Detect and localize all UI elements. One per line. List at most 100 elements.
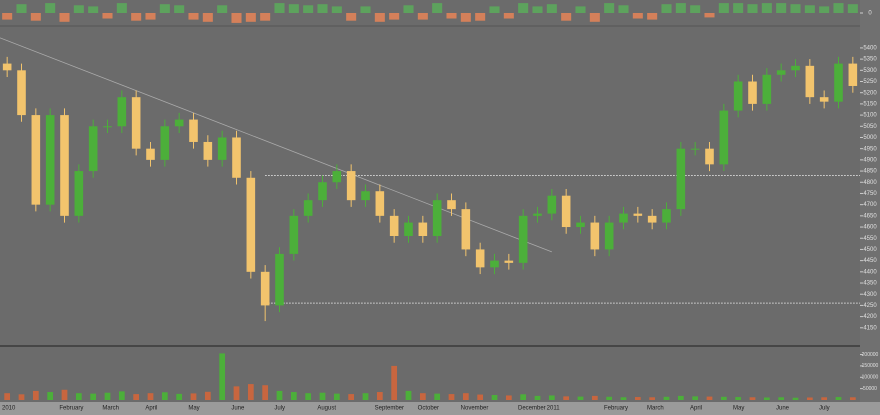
x-tick-label: November bbox=[461, 406, 489, 412]
indicator-bar bbox=[632, 13, 643, 19]
indicator-bar bbox=[704, 13, 715, 18]
volume-bar bbox=[247, 384, 254, 400]
indicator-bar bbox=[518, 3, 529, 13]
candle-body bbox=[2, 63, 12, 71]
volume-bar bbox=[133, 394, 140, 400]
volume-bar bbox=[849, 397, 856, 400]
volume-bar bbox=[32, 390, 39, 400]
indicator-bar bbox=[59, 13, 70, 22]
volume-bar bbox=[835, 397, 842, 400]
candle-body bbox=[776, 70, 786, 75]
y-tick-label: 200000 bbox=[862, 352, 879, 358]
volume-bar bbox=[448, 394, 455, 400]
candle-body bbox=[461, 209, 471, 250]
volume-bar bbox=[4, 393, 11, 400]
y-tick-label: 4200 bbox=[863, 314, 877, 320]
y-tick-label: 5300 bbox=[863, 68, 877, 74]
indicator-bar bbox=[403, 5, 414, 13]
volume-bar bbox=[491, 395, 498, 400]
indicator-bar bbox=[274, 3, 285, 13]
candle-body bbox=[60, 115, 69, 216]
candle-body bbox=[45, 115, 55, 205]
indicator-bar bbox=[604, 3, 615, 13]
indicator-bar bbox=[217, 5, 228, 13]
y-tick-label: 5050 bbox=[863, 124, 877, 130]
indicator-bar bbox=[174, 5, 185, 13]
volume-bar bbox=[649, 397, 656, 400]
candle-body bbox=[117, 97, 127, 127]
volume-bar bbox=[176, 393, 183, 400]
candle-body bbox=[318, 182, 327, 201]
x-tick-label: February bbox=[59, 406, 83, 412]
candle-body bbox=[432, 200, 442, 236]
indicator-bar bbox=[102, 13, 113, 19]
volume-bar bbox=[477, 394, 484, 400]
y-tick-label: 4650 bbox=[863, 213, 877, 219]
candle-body bbox=[490, 260, 499, 268]
y-tick-label: 4450 bbox=[863, 258, 877, 264]
volume-bar bbox=[262, 385, 269, 400]
indicator-bar bbox=[231, 13, 242, 23]
candle-body bbox=[576, 222, 585, 228]
x-tick-label: August bbox=[317, 406, 336, 412]
indicator-bar bbox=[389, 13, 400, 20]
candle-body bbox=[561, 195, 571, 228]
indicator-bar bbox=[360, 6, 371, 13]
y-tick-label: 4500 bbox=[863, 247, 877, 253]
y-tick-label: 4900 bbox=[863, 157, 877, 163]
y-tick-label: 4750 bbox=[863, 191, 877, 197]
candle-body bbox=[604, 222, 614, 250]
indicator-bar bbox=[718, 3, 729, 13]
x-tick-label: September bbox=[375, 406, 404, 412]
y-tick-label: 50000 bbox=[863, 386, 877, 392]
candle-body bbox=[389, 215, 399, 236]
candle-body bbox=[160, 126, 170, 160]
candle-body bbox=[733, 81, 743, 111]
volume-bar bbox=[276, 390, 283, 400]
indicator-bar bbox=[532, 6, 543, 13]
y-tick-label: 4300 bbox=[863, 292, 877, 298]
volume-bar bbox=[778, 397, 785, 400]
candle-body bbox=[332, 171, 342, 183]
x-tick-label: December bbox=[518, 406, 546, 412]
candle-body bbox=[518, 215, 528, 263]
volume-bar bbox=[534, 395, 541, 400]
indicator-bar bbox=[202, 13, 213, 22]
indicator-bar bbox=[245, 13, 256, 22]
indicator-bar bbox=[331, 6, 342, 13]
indicator-bar bbox=[618, 5, 629, 13]
indicator-bar bbox=[417, 13, 428, 20]
candle-body bbox=[303, 200, 313, 216]
candle-body bbox=[232, 137, 241, 178]
volume-bar bbox=[735, 397, 742, 400]
candle-body bbox=[289, 215, 299, 254]
volume-bar bbox=[520, 394, 527, 400]
x-tick-label: May bbox=[733, 406, 744, 412]
volume-bar bbox=[749, 397, 756, 400]
candle-body bbox=[88, 126, 98, 172]
volume-bar bbox=[405, 390, 412, 400]
candle-body bbox=[719, 110, 729, 165]
indicator-bar bbox=[88, 6, 99, 13]
indicator-bar bbox=[73, 5, 84, 13]
indicator-bar bbox=[475, 13, 486, 21]
y-tick-label: 4550 bbox=[863, 236, 877, 242]
volume-bar bbox=[233, 386, 240, 400]
candle-body bbox=[762, 74, 772, 104]
indicator-bar bbox=[30, 13, 41, 21]
x-tick-label: April bbox=[145, 406, 157, 412]
volume-bar bbox=[204, 391, 211, 400]
x-tick-label: July bbox=[819, 406, 830, 412]
candle-body bbox=[662, 209, 671, 223]
candle-body bbox=[834, 63, 843, 102]
indicator-bar bbox=[833, 3, 844, 13]
y-tick-label: 100000 bbox=[862, 375, 879, 381]
candle-body bbox=[174, 119, 184, 127]
x-tick-label: March bbox=[647, 406, 664, 412]
volume-bar bbox=[462, 393, 469, 400]
indicator-bar bbox=[819, 6, 830, 13]
y-tick-label: 4800 bbox=[863, 180, 877, 186]
volume-bar bbox=[606, 396, 613, 400]
volume-bar bbox=[792, 397, 799, 400]
candle-body bbox=[848, 63, 858, 86]
